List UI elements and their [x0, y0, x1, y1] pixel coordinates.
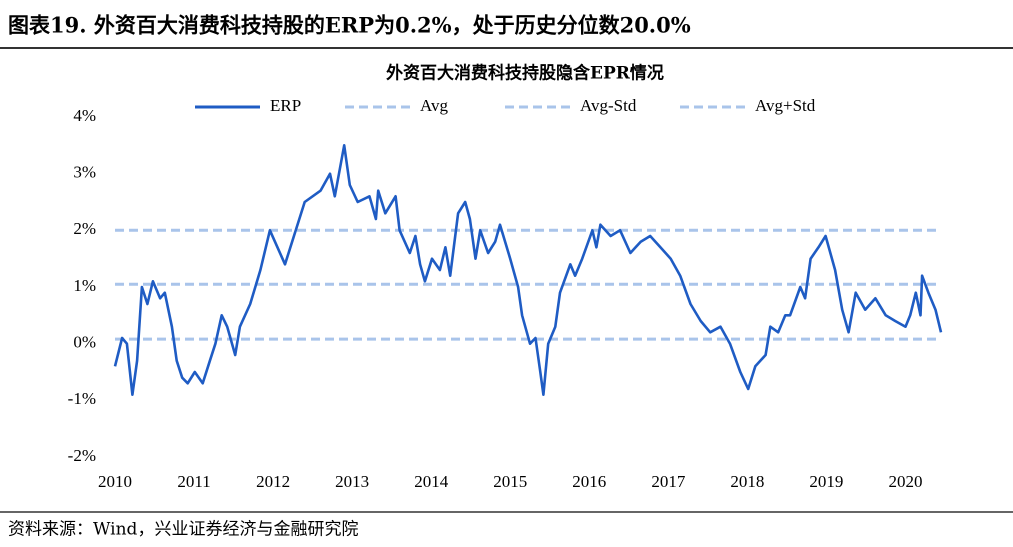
- x-tick-label: 2015: [493, 472, 527, 491]
- y-tick-label: -2%: [68, 446, 96, 465]
- x-tick-label: 2017: [651, 472, 686, 491]
- x-tick-label: 2020: [888, 472, 922, 491]
- y-tick-label: 4%: [73, 106, 96, 125]
- chart-title: 外资百大消费科技持股隐含EPR情况: [386, 63, 664, 84]
- legend-label: Avg-Std: [580, 96, 637, 115]
- x-tick-label: 2014: [414, 472, 449, 491]
- x-tick-label: 2019: [809, 472, 843, 491]
- x-tick-label: 2010: [98, 472, 132, 491]
- x-tick-label: 2011: [177, 472, 210, 491]
- legend-label: Avg: [420, 96, 449, 115]
- x-tick-label: 2013: [335, 472, 369, 491]
- legend-label: Avg+Std: [755, 96, 816, 115]
- source-note: 资料来源：Wind，兴业证券经济与金融研究院: [8, 520, 358, 540]
- y-tick-label: 3%: [73, 163, 96, 182]
- x-tick-label: 2012: [256, 472, 290, 491]
- y-tick-label: -1%: [68, 389, 96, 408]
- x-tick-label: 2016: [572, 472, 606, 491]
- figure-header: 图表19. 外资百大消费科技持股的ERP为0.2%，处于历史分位数20.0%: [8, 13, 691, 38]
- y-tick-label: 1%: [73, 276, 96, 295]
- x-tick-label: 2018: [730, 472, 764, 491]
- y-tick-label: 2%: [73, 219, 96, 238]
- legend-label: ERP: [270, 96, 301, 115]
- series-line: [113, 144, 943, 396]
- y-tick-label: 0%: [73, 333, 96, 352]
